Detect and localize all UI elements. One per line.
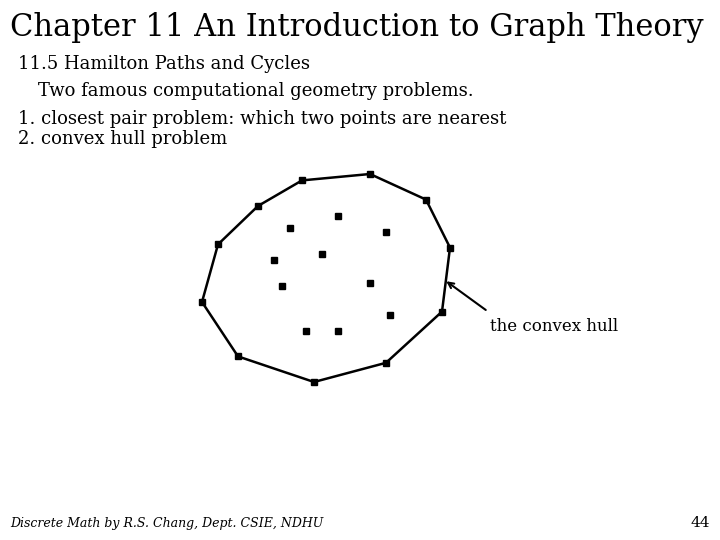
Text: 44: 44 (690, 516, 710, 530)
Text: Discrete Math by R.S. Chang, Dept. CSIE, NDHU: Discrete Math by R.S. Chang, Dept. CSIE,… (10, 517, 323, 530)
Text: Two famous computational geometry problems.: Two famous computational geometry proble… (38, 82, 474, 100)
Text: 2. convex hull problem: 2. convex hull problem (18, 130, 228, 148)
Text: 1. closest pair problem: which two points are nearest: 1. closest pair problem: which two point… (18, 110, 506, 128)
Text: Chapter 11 An Introduction to Graph Theory: Chapter 11 An Introduction to Graph Theo… (10, 12, 703, 43)
Text: the convex hull: the convex hull (490, 318, 618, 335)
Text: 11.5 Hamilton Paths and Cycles: 11.5 Hamilton Paths and Cycles (18, 55, 310, 73)
